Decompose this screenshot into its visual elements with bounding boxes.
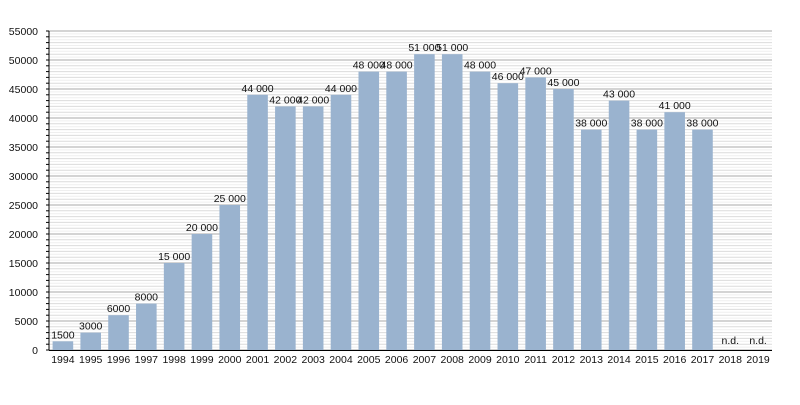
bar <box>52 341 74 350</box>
bar <box>414 54 435 350</box>
x-tick-label: 2005 <box>357 354 381 366</box>
bar <box>108 315 129 350</box>
x-tick-label: 2004 <box>329 354 353 366</box>
bar <box>247 94 268 350</box>
y-tick-label: 30000 <box>9 171 38 183</box>
bar <box>163 263 185 350</box>
data-label: 46 000 <box>492 71 524 83</box>
data-label: 51 000 <box>408 42 440 54</box>
x-tick-label: 2003 <box>301 354 325 366</box>
bar <box>330 94 352 350</box>
bar <box>80 332 102 350</box>
bar <box>608 100 630 350</box>
x-tick-label: 1995 <box>79 354 103 366</box>
data-label: 1500 <box>51 329 75 341</box>
data-label: n.d. <box>749 335 767 347</box>
x-tick-label: 2012 <box>552 354 576 366</box>
data-label: 48 000 <box>353 60 385 72</box>
x-tick-label: 1997 <box>135 354 159 366</box>
x-tick-label: 2011 <box>524 354 547 366</box>
data-label: 44 000 <box>325 83 357 95</box>
bar <box>664 112 685 350</box>
x-tick-label: 2018 <box>719 354 743 366</box>
y-tick-label: 35000 <box>9 142 38 154</box>
data-label: 8000 <box>135 292 159 304</box>
y-tick-label: 20000 <box>9 229 38 241</box>
y-tick-label: 0 <box>32 345 38 357</box>
bar <box>580 129 602 350</box>
bar <box>302 106 324 351</box>
x-tick-label: 1996 <box>107 354 131 366</box>
x-tick-label: 2016 <box>663 354 687 366</box>
data-label: 38 000 <box>631 118 663 130</box>
x-tick-label: 2001 <box>246 354 270 366</box>
data-labels: 1500 3000 6000 8000 15 000 20 000 25 000 44 000… <box>51 42 767 347</box>
x-tick-label: 2009 <box>468 354 492 366</box>
x-tick-label: 2006 <box>385 354 409 366</box>
data-label: 20 000 <box>186 222 218 234</box>
data-label: n.d. <box>722 335 740 347</box>
axes: 0 5000 10000 15000 20000 25000 30000 35000 40000… <box>9 26 772 366</box>
bar <box>386 71 407 350</box>
y-tick-label: 15000 <box>9 258 38 270</box>
data-label: 45 000 <box>547 77 579 89</box>
data-label: 6000 <box>107 303 131 315</box>
data-label: 48 000 <box>381 60 413 72</box>
x-tick-label: 2019 <box>746 354 770 366</box>
bars <box>52 54 713 351</box>
bar <box>469 71 491 350</box>
bar <box>358 71 380 350</box>
x-tick-label: 1998 <box>162 354 186 366</box>
bar <box>441 54 463 350</box>
x-tick-label: 2017 <box>691 354 715 366</box>
bar <box>191 234 213 350</box>
y-tick-label: 25000 <box>9 200 38 212</box>
x-tick-label: 1999 <box>190 354 214 366</box>
x-tick-label: 2014 <box>607 354 631 366</box>
data-label: 15 000 <box>158 251 190 263</box>
data-label: 42 000 <box>297 94 329 106</box>
y-tick-label: 40000 <box>9 113 38 125</box>
x-tick-label: 1994 <box>51 354 75 366</box>
data-label: 42 000 <box>269 94 301 106</box>
bar <box>136 303 157 350</box>
x-tick-label: 2000 <box>218 354 242 366</box>
data-label: 51 000 <box>436 42 468 54</box>
y-tick-label: 45000 <box>9 84 38 96</box>
data-label: 25 000 <box>214 193 246 205</box>
bar <box>219 205 241 350</box>
data-label: 38 000 <box>575 118 607 130</box>
x-tick-label: 2002 <box>274 354 298 366</box>
bar <box>275 106 296 351</box>
data-label: 38 000 <box>686 118 718 130</box>
x-tick-label: 2007 <box>413 354 437 366</box>
y-tick-label: 5000 <box>15 316 39 328</box>
bar <box>497 83 519 350</box>
data-label: 44 000 <box>241 83 273 95</box>
x-tick-label: 2013 <box>580 354 604 366</box>
x-tick-label: 2008 <box>441 354 465 366</box>
data-label: 43 000 <box>603 89 635 101</box>
data-label: 48 000 <box>464 60 496 72</box>
data-label: 3000 <box>79 321 103 333</box>
y-tick-label: 10000 <box>9 287 38 299</box>
bar <box>553 89 574 350</box>
data-label: 47 000 <box>520 65 552 77</box>
x-tick-label: 2010 <box>496 354 520 366</box>
bar <box>636 129 658 350</box>
data-label: 41 000 <box>659 100 691 112</box>
x-tick-label: 2015 <box>635 354 659 366</box>
bar <box>692 129 713 350</box>
y-tick-label: 55000 <box>9 26 38 38</box>
y-tick-label: 50000 <box>9 55 38 67</box>
bar <box>525 77 546 351</box>
